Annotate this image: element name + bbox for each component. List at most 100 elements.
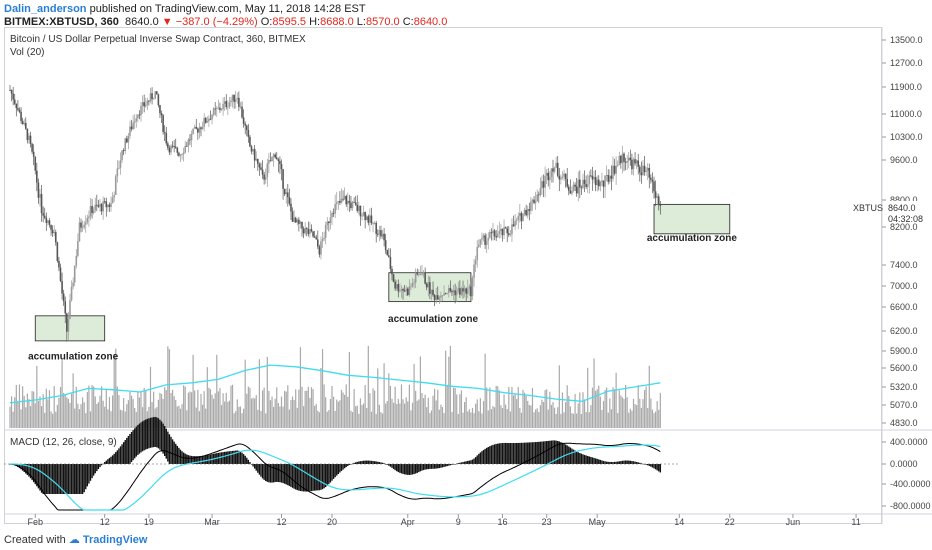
candle-body [86,218,89,223]
volume-bar [135,411,137,428]
macd-histogram-bar [651,464,654,468]
volume-bar [656,401,658,428]
price-tick-label: 9600.0 [890,155,918,165]
macd-histogram-bar [591,457,594,464]
macd-histogram-bar [596,458,598,464]
candle-body [507,233,510,235]
candle-body [105,201,108,208]
candle-body [154,91,157,99]
macd-histogram-bar [342,464,344,470]
candle-body [594,177,597,186]
candle-body [448,287,450,293]
candle-body [193,126,196,129]
volume-bar [217,391,219,428]
candle-body [356,204,359,211]
macd-histogram-bar [160,421,163,452]
macd-histogram-bar [413,464,415,475]
macd-histogram-bar [159,419,161,450]
candle-body [170,145,172,153]
candle-body [560,177,562,180]
volume-bar [250,398,253,428]
candle-body [320,241,322,255]
candle-body [640,172,643,176]
macd-histogram-bar [467,460,469,464]
candle-body [354,202,357,205]
candle-body [59,267,62,282]
macd-label: MACD (12, 26, close, 9) [10,437,117,448]
volume-bar [116,386,118,428]
macd-histogram-bar [580,453,583,464]
candle-body [91,205,93,214]
candle-body [402,289,404,291]
volume-bar [168,349,171,428]
volume-bar [227,401,229,428]
candle-body [29,135,32,144]
volume-bar [265,413,267,428]
macd-histogram-bar [552,440,554,464]
volume-bar [170,392,172,428]
macd-histogram-bar [163,426,166,457]
volume-bar [595,390,597,428]
volume-bar [572,413,575,428]
symbol-name[interactable]: BITMEX:XBTUSD, 360 [4,16,119,28]
volume-bar [517,387,519,428]
candle-body [369,215,371,223]
publisher-name[interactable]: Dalin_anderson [4,3,87,15]
volume-bar [590,405,592,428]
tradingview-brand[interactable]: TradingView [82,534,148,546]
volume-bar [69,402,71,428]
macd-histogram-bar [408,464,411,475]
candle-body [323,237,325,240]
macd-histogram-bar [356,461,358,464]
candle-body [418,274,420,276]
macd-histogram-bar [70,464,73,494]
candle-body [607,175,610,182]
volume-bar [321,349,324,428]
candle-body [48,220,51,225]
macd-histogram-bar [165,428,167,459]
volume-bar [486,387,488,428]
volume-bar [258,359,260,428]
macd-histogram-bar [572,449,575,464]
volume-bar [388,373,390,428]
candle-body [345,195,348,205]
price-tick-label: 6600.0 [890,302,918,312]
macd-histogram-bar [269,464,272,483]
macd-histogram-bar [621,460,624,464]
macd-histogram-bar [629,460,632,464]
volume-bar [544,390,546,428]
time-tick-label: Feb [27,517,43,527]
macd-histogram-bar [558,441,561,464]
macd-histogram-bar [21,464,24,471]
volume-bar [10,396,13,428]
volume-bar [651,409,654,428]
candle-body [626,161,628,163]
candle-body [367,216,370,223]
volume-bar [284,390,286,428]
macd-histogram-bar [369,460,371,464]
candle-body [566,179,568,187]
candle-body [596,179,598,186]
candle-body [537,194,540,196]
macd-histogram-bar [173,441,175,464]
candle-body [114,176,117,195]
candle-body [107,204,109,208]
volume-bar [238,406,240,428]
macd-histogram-bar [317,464,319,491]
candle-body [337,201,340,203]
candle-body [365,216,368,221]
macd-histogram-bar [145,419,147,450]
volume-bar [194,390,196,428]
candle-body [476,247,479,261]
candle-body [81,227,84,229]
volume-ma-line [9,364,661,404]
macd-histogram-bar [370,460,373,464]
volume-bar [290,400,292,428]
macd-histogram-bar [189,455,191,464]
volume-bar [364,384,366,428]
candle-body [395,284,398,289]
macd-histogram-bar [476,455,478,464]
volume-bar [397,398,399,428]
volume-bar [523,392,526,428]
